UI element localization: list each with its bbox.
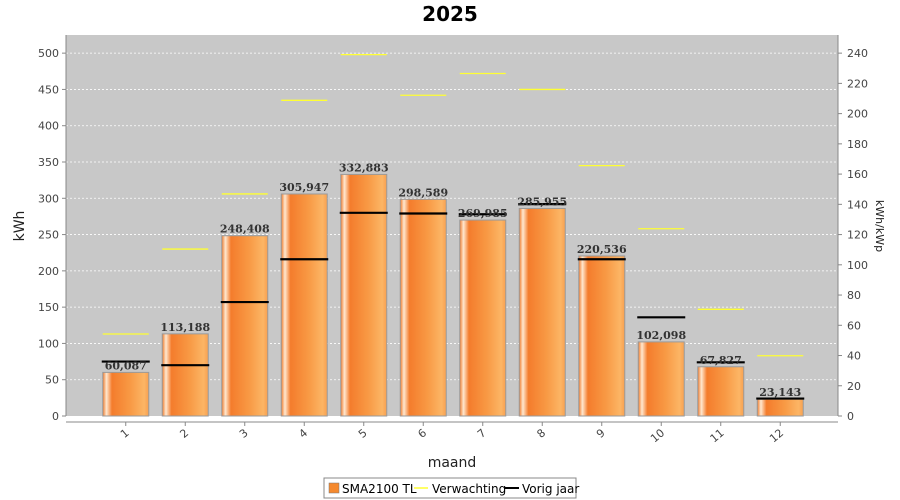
legend-label-bar: SMA2100 TL — [342, 482, 417, 496]
legend-label-expected: Verwachting — [432, 482, 506, 496]
y-tick-label: 400 — [38, 120, 59, 133]
y2-tick-label: 20 — [847, 380, 861, 393]
bar-value-label: 23,143 — [759, 386, 801, 399]
bar — [280, 193, 328, 417]
y2-tick-label: 160 — [847, 168, 868, 181]
x-tick-label: 12 — [767, 426, 786, 445]
y-tick-label: 300 — [38, 192, 59, 205]
bars — [102, 173, 804, 417]
x-tick-label: 7 — [475, 426, 489, 440]
y-tick-label: 500 — [38, 47, 59, 60]
x-tick-label: 9 — [594, 426, 608, 440]
y2-tick-label: 0 — [847, 410, 854, 423]
x-tick-label: 5 — [356, 426, 370, 440]
x-axis-label: maand — [428, 455, 477, 471]
bar-value-label: 305,947 — [279, 181, 329, 194]
y-tick-label: 50 — [45, 374, 59, 387]
y-tick-label: 250 — [38, 229, 59, 242]
y2-axis-label: kWh/kWp — [873, 200, 886, 252]
bar-value-label: 298,589 — [398, 186, 448, 199]
bar-value-label: 248,408 — [220, 223, 270, 236]
bar — [578, 255, 626, 417]
legend: SMA2100 TL Verwachting Vorig jaar — [323, 477, 579, 499]
y2-tick-label: 140 — [847, 198, 868, 211]
chart-title: 2025 — [422, 2, 478, 26]
x-tick-label: 2 — [177, 426, 191, 440]
bar — [637, 341, 685, 417]
x-tick-label: 11 — [708, 426, 727, 445]
y-tick-label: 150 — [38, 301, 59, 314]
y2-tick-label: 80 — [847, 289, 861, 302]
x-tick-label: 4 — [296, 426, 310, 440]
legend-box — [323, 477, 577, 499]
bar-value-label: 332,883 — [339, 161, 389, 174]
bar — [756, 398, 804, 417]
legend-label-lastyear: Vorig jaar — [522, 482, 579, 496]
bar — [102, 371, 150, 417]
x-axis-ticks: 1 2 3 4 5 6 7 8 9 10 11 12 — [118, 422, 786, 445]
data-labels: 60,087 113,188 248,408 305,947 332,883 298,58… — [105, 161, 802, 399]
y-tick-label: 100 — [38, 337, 59, 350]
x-tick-label: 6 — [415, 426, 429, 440]
y2-tick-label: 120 — [847, 229, 868, 242]
x-tick-label: 8 — [534, 426, 548, 440]
y2-tick-label: 200 — [847, 108, 868, 121]
markers — [101, 53, 805, 400]
y-axis-label: kWh — [12, 211, 28, 242]
y2-tick-label: 100 — [847, 259, 868, 272]
bar-value-label: 67,827 — [700, 354, 742, 367]
y2-tick-label: 40 — [847, 350, 861, 363]
y-tick-label: 450 — [38, 83, 59, 96]
bar — [340, 173, 388, 417]
y2-axis-ticks: 0 20 40 60 80 100 120 140 160 180 200 220 240 — [838, 47, 868, 423]
y2-tick-label: 240 — [847, 47, 868, 60]
bar — [221, 235, 269, 417]
y-tick-label: 350 — [38, 156, 59, 169]
x-tick-label: 10 — [648, 426, 667, 445]
y2-tick-label: 180 — [847, 138, 868, 151]
bar-value-label: 113,188 — [160, 321, 210, 334]
y-tick-label: 0 — [52, 410, 59, 423]
y-axis-ticks: 0 50 100 150 200 250 300 350 400 450 500 — [38, 47, 66, 423]
bar-value-label: 269,985 — [458, 207, 508, 220]
bar-value-label: 60,087 — [105, 359, 147, 372]
legend-swatch-bar — [328, 482, 340, 494]
bar — [399, 198, 447, 417]
y-tick-label: 200 — [38, 265, 59, 278]
y2-tick-label: 60 — [847, 319, 861, 332]
bar-value-label: 220,536 — [577, 243, 627, 256]
bar — [459, 219, 507, 417]
x-tick-label: 1 — [118, 426, 132, 440]
bar-value-label: 285,955 — [517, 195, 567, 208]
y2-tick-label: 220 — [847, 77, 868, 90]
bar — [518, 207, 566, 417]
bar — [697, 366, 745, 417]
x-tick-label: 3 — [237, 426, 251, 440]
bar — [161, 333, 209, 417]
bar-value-label: 102,098 — [636, 329, 686, 342]
